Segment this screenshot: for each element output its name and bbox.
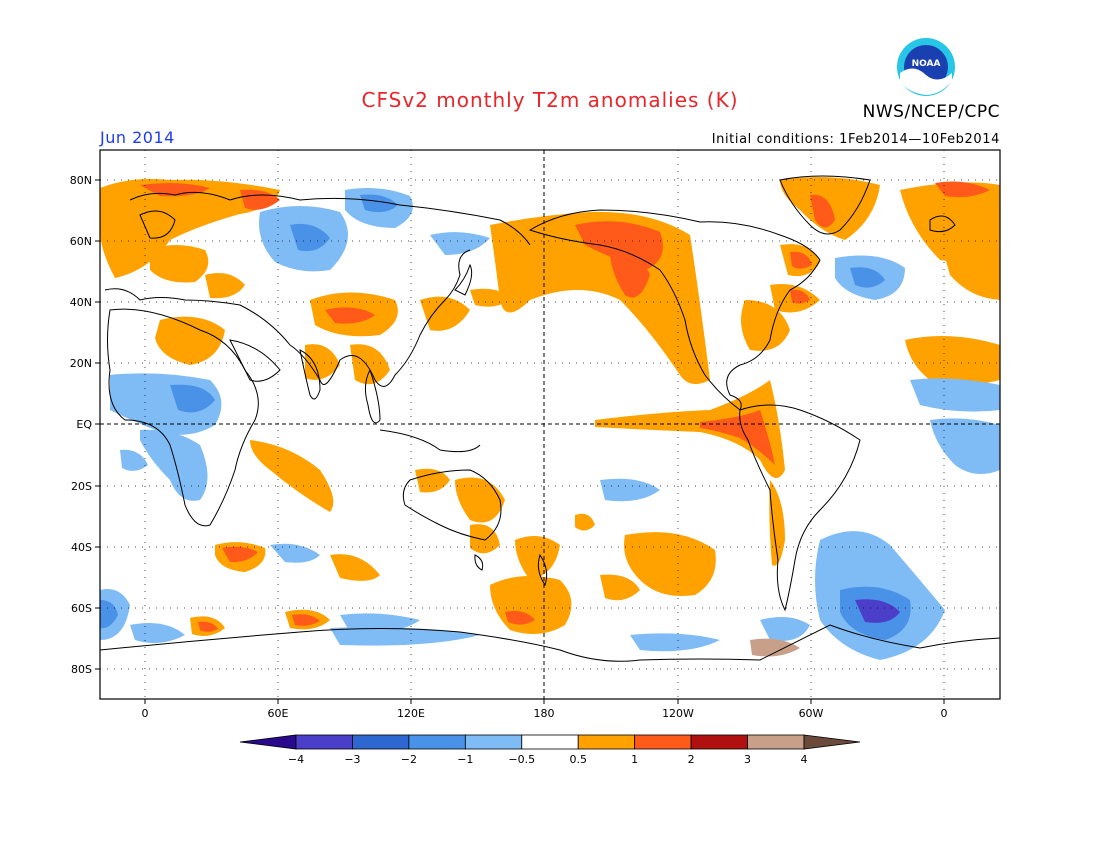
colorbar-bin — [577, 734, 636, 750]
map-frame — [99, 149, 1001, 700]
graticule — [100, 150, 1000, 699]
longitude-axis: 0 60E 120E 180 120W 60W 0 — [142, 699, 948, 720]
colorbar-tick-label: 2 — [688, 753, 695, 766]
latitude-axis: 80N 60N 40N 20N EQ 20S 40S 60S 80S — [70, 174, 100, 676]
colorbar-bin — [690, 734, 748, 750]
latitude-tick-label: 60N — [70, 235, 92, 248]
latitude-tick-label: 20N — [70, 357, 92, 370]
noaa-logo: NOAA — [897, 38, 955, 96]
colorbar-bin — [464, 734, 523, 750]
latitude-tick-label: 40N — [70, 296, 92, 309]
longitude-tick-label: 60E — [268, 707, 289, 720]
colorbar-bin — [747, 734, 805, 750]
coastlines — [100, 175, 1000, 662]
colorbar-low-arrow — [239, 734, 297, 750]
longitude-tick-label: 120W — [662, 707, 694, 720]
colorbar-tick-label: 0.5 — [569, 753, 587, 766]
latitude-tick-label: 80S — [71, 663, 92, 676]
initial-conditions: Initial conditions: 1Feb2014—10Feb2014 — [711, 132, 1000, 147]
colorbar-tick-label: −1 — [457, 753, 473, 766]
latitude-tick-label: 80N — [70, 174, 92, 187]
latitude-tick-label: 40S — [71, 541, 92, 554]
agency-label: NWS/NCEP/CPC — [862, 102, 1000, 122]
latitude-tick-label: 60S — [71, 602, 92, 615]
colorbar-bin — [295, 734, 353, 750]
colorbar-tick-label: −2 — [401, 753, 417, 766]
forecast-month: Jun 2014 — [100, 128, 175, 147]
colorbar-high-arrow — [803, 734, 861, 750]
longitude-tick-label: 60W — [799, 707, 824, 720]
chart-title: CFSv2 monthly T2m anomalies (K) — [361, 88, 739, 112]
colorbar-bin — [634, 734, 692, 750]
longitude-tick-label: 120E — [397, 707, 425, 720]
colorbar-tick-label: 1 — [631, 753, 638, 766]
colorbar-tick-label: −0.5 — [508, 753, 535, 766]
longitude-tick-label: 0 — [941, 707, 948, 720]
colorbar-bin — [352, 734, 410, 750]
colorbar-tick-label: 3 — [744, 753, 751, 766]
latitude-tick-label: EQ — [76, 418, 92, 431]
latitude-tick-label: 20S — [71, 480, 92, 493]
colorbar-tick-label: −4 — [288, 753, 304, 766]
longitude-tick-label: 180 — [534, 707, 555, 720]
longitude-tick-label: 0 — [142, 707, 149, 720]
colorbar-tick-label: 4 — [801, 753, 808, 766]
colorbar-bin — [408, 734, 466, 750]
colorbar: −4 −3 −2 −1 −0.5 0.5 1 2 3 4 — [239, 734, 861, 766]
anomaly-shading — [100, 176, 1000, 660]
colorbar-bin — [521, 734, 579, 750]
colorbar-tick-label: −3 — [344, 753, 360, 766]
logo-text: NOAA — [912, 59, 941, 69]
